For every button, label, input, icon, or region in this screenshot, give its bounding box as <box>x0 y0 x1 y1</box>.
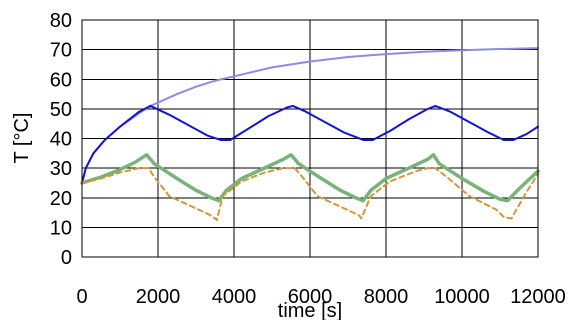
x-tick-label: 2000 <box>136 286 181 308</box>
x-axis-label: time [s] <box>278 300 342 320</box>
x-tick-labels: 0 2000 4000 6000 8000 10000 12000 <box>76 286 565 308</box>
y-tick-label: 20 <box>50 188 72 210</box>
y-tick-label: 10 <box>50 217 72 239</box>
y-axis-label: T [°C] <box>11 113 33 164</box>
y-tick-label: 60 <box>50 69 72 91</box>
x-tick-label: 10000 <box>434 286 490 308</box>
y-tick-label: 80 <box>50 10 72 32</box>
x-tick-label: 12000 <box>510 286 566 308</box>
series-layer <box>80 47 540 221</box>
x-tick-label: 6000 <box>288 286 333 308</box>
y-tick-label: 70 <box>50 40 72 62</box>
x-tick-label: 0 <box>76 286 87 308</box>
plot-frame <box>81 19 539 258</box>
series-line-3 <box>80 153 540 203</box>
y-tick-label: 40 <box>50 129 72 151</box>
y-tick-labels: 0 10 20 30 40 50 60 70 80 <box>50 10 72 269</box>
y-tick-label: 30 <box>50 158 72 180</box>
x-tick-label: 4000 <box>212 286 257 308</box>
series-line-2 <box>81 104 539 184</box>
x-tick-label: 8000 <box>364 286 409 308</box>
series-line-4 <box>81 167 539 221</box>
y-tick-label: 0 <box>61 247 72 269</box>
grid-layer <box>81 19 539 258</box>
y-tick-label: 50 <box>50 99 72 121</box>
